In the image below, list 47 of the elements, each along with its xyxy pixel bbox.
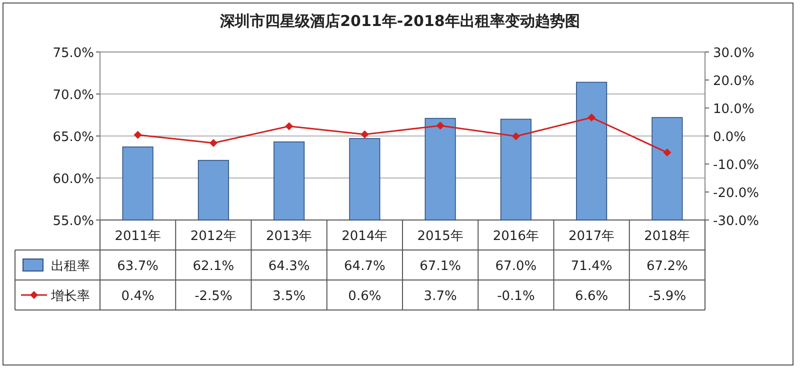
point [436,122,444,130]
point [512,132,520,140]
y2-tick-label: 0.0% [713,130,746,145]
x-tick-label: 2011年 [114,229,161,244]
data-label: 71.4% [570,259,612,274]
y-tick-label: 65.0% [52,130,94,145]
y2-tick-label: 30.0% [713,46,754,61]
x-tick-label: 2018年 [644,229,690,244]
x-tick-label: 2012年 [190,229,236,244]
y2-tick-label: -30.0% [713,214,759,229]
point [588,114,596,122]
y2-tick-label: 20.0% [713,74,754,89]
data-label: -5.9% [648,289,686,304]
legend-label: 增长率 [50,288,90,304]
point [134,130,142,139]
data-label: 63.7% [117,259,158,274]
data-label: 62.1% [192,259,234,274]
x-tick-label: 2017年 [568,229,615,244]
data-label: 64.3% [268,259,310,274]
y-tick-label: 60.0% [52,172,94,187]
data-label: 67.1% [420,259,461,274]
y-tick-label: 55.0% [52,214,94,229]
data-label: 0.4% [121,289,154,304]
y2-tick-label: 10.0% [713,102,754,117]
data-label: -0.1% [497,289,535,304]
data-label: 67.0% [495,259,537,274]
x-tick-label: 2013年 [266,229,312,244]
point [663,148,672,157]
data-label: 6.6% [575,289,608,304]
chart-title: 深圳市四星级酒店2011年-2018年出租率变动趋势图 [219,12,580,30]
legend-label: 出租率 [51,258,90,274]
y2-tick-label: -20.0% [713,186,759,201]
data-label: 3.7% [424,289,457,304]
x-tick-label: 2015年 [417,229,464,244]
data-label: 0.6% [348,289,382,304]
point [285,122,294,130]
y2-tick-label: -10.0% [713,158,759,173]
data-label: 64.7% [344,259,386,274]
x-tick-label: 2016年 [492,229,539,244]
y-tick-label: 70.0% [52,88,94,103]
data-label: 3.5% [272,289,306,304]
y-tick-label: 75.0% [52,46,94,61]
data-label: -2.5% [194,289,232,304]
data-label: 67.2% [646,259,688,274]
point [360,130,369,138]
x-tick-label: 2014年 [342,229,388,244]
point [209,139,218,147]
